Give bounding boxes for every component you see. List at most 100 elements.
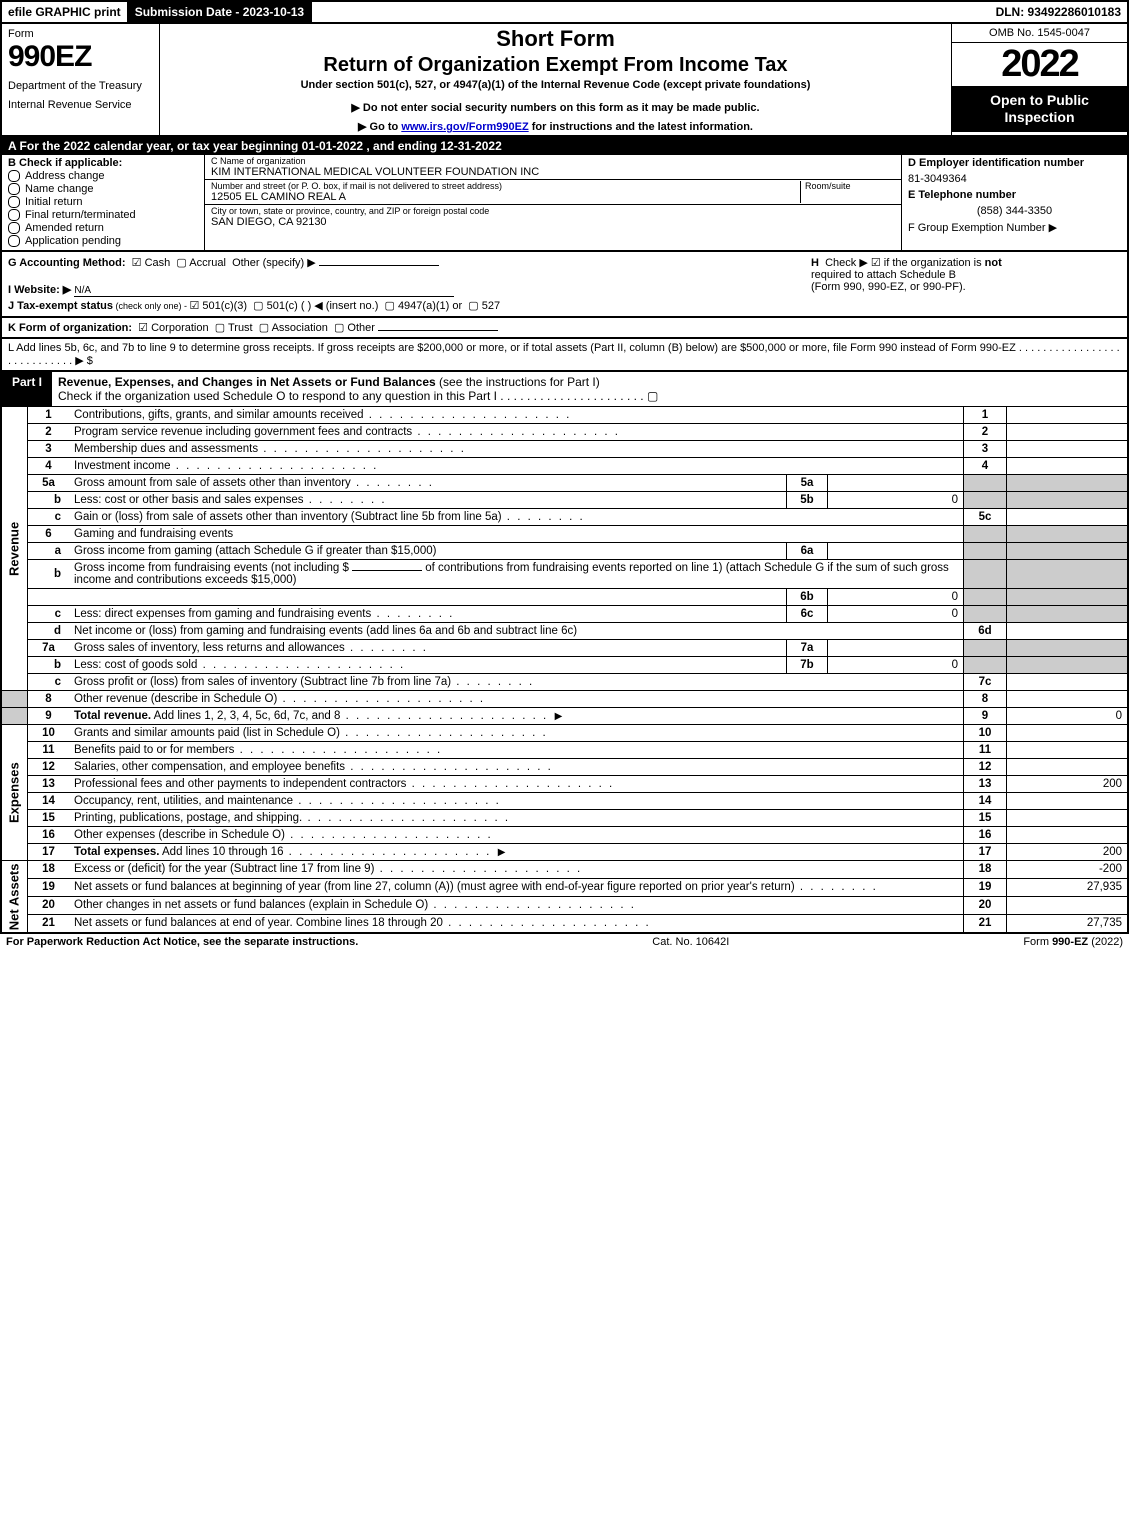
form-number: 990EZ	[8, 40, 153, 74]
street-label: Number and street (or P. O. box, if mail…	[211, 181, 800, 191]
row-8-desc: Other revenue (describe in Schedule O)	[74, 693, 485, 705]
org-name-label: C Name of organization	[211, 156, 895, 166]
k-trust: Trust	[228, 322, 253, 334]
row-1-rnum: 1	[964, 407, 1007, 424]
part-i-title-bold: Revenue, Expenses, and Changes in Net As…	[58, 375, 436, 389]
k-other-input[interactable]	[378, 330, 498, 331]
row-5b-desc: Less: cost or other basis and sales expe…	[74, 494, 387, 506]
part-i-header: Part I Revenue, Expenses, and Changes in…	[0, 372, 1129, 406]
dept-treasury: Department of the Treasury	[8, 80, 153, 93]
row-4-desc: Investment income	[74, 460, 378, 472]
room-label: Room/suite	[805, 181, 895, 191]
row-5c-desc: Gain or (loss) from sale of assets other…	[74, 511, 585, 523]
checkmark-icon: ☑	[189, 300, 199, 312]
goto-link-line: ▶ Go to www.irs.gov/Form990EZ for instru…	[166, 120, 945, 133]
row-6b-input[interactable]	[352, 570, 422, 571]
checkbox-icon	[8, 196, 20, 208]
table-row: 17Total expenses. Add lines 10 through 1…	[1, 844, 1128, 861]
g-other-input[interactable]	[319, 265, 439, 266]
line-l: L Add lines 5b, 6c, and 7b to line 9 to …	[0, 339, 1129, 372]
table-row: 12Salaries, other compensation, and empl…	[1, 759, 1128, 776]
efile-label[interactable]: efile GRAPHIC print	[2, 2, 129, 22]
ghi-block: H Check ▶ ☑ if the organization is not r…	[0, 252, 1129, 318]
h-text4: (Form 990, 990-EZ, or 990-PF).	[811, 281, 966, 293]
under-section: Under section 501(c), 527, or 4947(a)(1)…	[166, 79, 945, 91]
row-5a-desc: Gross amount from sale of assets other t…	[74, 477, 434, 489]
arrow-icon: ▶	[498, 847, 506, 858]
check-name-change[interactable]: Name change	[8, 183, 198, 195]
checkmark-icon: ☑	[138, 322, 148, 334]
street-value: 12505 EL CAMINO REAL A	[211, 191, 800, 203]
tel-label: E Telephone number	[902, 187, 1127, 203]
page-footer: For Paperwork Reduction Act Notice, see …	[0, 934, 1129, 950]
part-i-desc: Revenue, Expenses, and Changes in Net As…	[52, 372, 1127, 406]
row-9-bold: Total revenue.	[74, 710, 151, 722]
form-header: Form 990EZ Department of the Treasury In…	[0, 22, 1129, 137]
goto-suffix: for instructions and the latest informat…	[529, 121, 753, 133]
check-final-return[interactable]: Final return/terminated	[8, 209, 198, 221]
table-row: Net Assets 18Excess or (deficit) for the…	[1, 861, 1128, 879]
check-initial-return[interactable]: Initial return	[8, 196, 198, 208]
org-name: KIM INTERNATIONAL MEDICAL VOLUNTEER FOUN…	[211, 166, 895, 178]
table-row: 7aGross sales of inventory, less returns…	[1, 640, 1128, 657]
check-application-pending[interactable]: Application pending	[8, 235, 198, 247]
h-label: H	[811, 257, 819, 269]
irs-link[interactable]: www.irs.gov/Form990EZ	[401, 121, 528, 133]
h-not: not	[985, 257, 1002, 269]
table-row: 6Gaming and fundraising events	[1, 526, 1128, 543]
table-row: 8Other revenue (describe in Schedule O) …	[1, 691, 1128, 708]
g-label: G Accounting Method:	[8, 257, 126, 269]
table-row: b Gross income from fundraising events (…	[1, 560, 1128, 589]
table-row: aGross income from gaming (attach Schedu…	[1, 543, 1128, 560]
footer-left: For Paperwork Reduction Act Notice, see …	[6, 936, 358, 948]
row-7b-desc: Less: cost of goods sold	[74, 659, 405, 671]
table-row: 14Occupancy, rent, utilities, and mainte…	[1, 793, 1128, 810]
check-address-change[interactable]: Address change	[8, 170, 198, 182]
table-row: 2Program service revenue including gover…	[1, 424, 1128, 441]
table-row: 20Other changes in net assets or fund ba…	[1, 896, 1128, 914]
row-6a-desc: Gross income from gaming (attach Schedul…	[74, 545, 436, 557]
table-row: 15Printing, publications, postage, and s…	[1, 810, 1128, 827]
row-3-desc: Membership dues and assessments	[74, 443, 466, 455]
city-label: City or town, state or province, country…	[211, 206, 895, 216]
h-text2: if the organization is	[884, 257, 985, 269]
row-9-desc: Add lines 1, 2, 3, 4, 5c, 6d, 7c, and 8	[151, 710, 548, 722]
checkbox-icon	[8, 222, 20, 234]
header-right: OMB No. 1545-0047 2022 Open to Public In…	[951, 24, 1127, 135]
ein-value: 81-3049364	[902, 171, 1127, 187]
table-row: Expenses 10Grants and similar amounts pa…	[1, 725, 1128, 742]
table-row: 6b0	[1, 589, 1128, 606]
checkmark-icon: ☑	[871, 257, 881, 269]
tax-year: 2022	[952, 43, 1127, 86]
net-assets-side-label: Net Assets	[1, 861, 28, 933]
part-i-tag: Part I	[2, 372, 52, 406]
row-7a-desc: Gross sales of inventory, less returns a…	[74, 642, 428, 654]
tel-value: (858) 344-3350	[902, 203, 1127, 219]
k-other: Other	[347, 322, 375, 334]
ssn-warning: ▶ Do not enter social security numbers o…	[166, 101, 945, 114]
check-amended-return[interactable]: Amended return	[8, 222, 198, 234]
table-row: cLess: direct expenses from gaming and f…	[1, 606, 1128, 623]
table-row: Revenue 1 Contributions, gifts, grants, …	[1, 407, 1128, 424]
footer-catno: Cat. No. 10642I	[652, 936, 729, 948]
arrow-icon: ▶	[555, 711, 563, 722]
row-2-desc: Program service revenue including govern…	[74, 426, 620, 438]
checkbox-icon	[8, 183, 20, 195]
expenses-side-label: Expenses	[1, 725, 28, 861]
g-other: Other (specify) ▶	[232, 257, 316, 269]
part-i-check-line: Check if the organization used Schedule …	[58, 389, 658, 403]
h-text3: required to attach Schedule B	[811, 269, 956, 281]
line-a: A For the 2022 calendar year, or tax yea…	[0, 137, 1129, 155]
j-527: 527	[482, 300, 500, 312]
checkbox-icon	[8, 170, 20, 182]
section-b-title: B Check if applicable:	[8, 157, 198, 169]
table-row: 21Net assets or fund balances at end of …	[1, 914, 1128, 932]
goto-prefix: ▶ Go to	[358, 121, 401, 133]
j-501c3: 501(c)(3)	[202, 300, 247, 312]
group-exemption-label: F Group Exemption Number ▶	[902, 219, 1127, 236]
row-6c-desc: Less: direct expenses from gaming and fu…	[74, 608, 454, 620]
k-corp: Corporation	[151, 322, 208, 334]
section-def: D Employer identification number 81-3049…	[902, 155, 1127, 250]
footer-right: Form 990-EZ (2022)	[1023, 936, 1123, 948]
i-label: I Website: ▶	[8, 284, 71, 296]
